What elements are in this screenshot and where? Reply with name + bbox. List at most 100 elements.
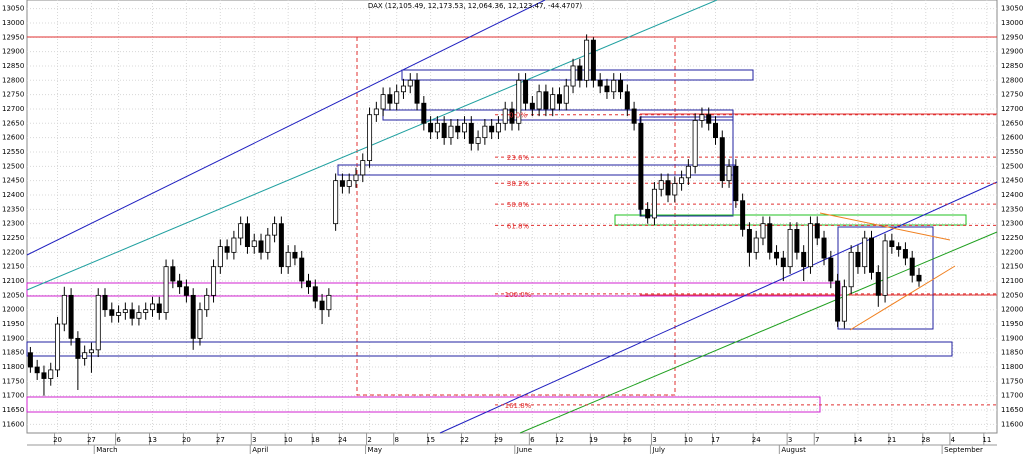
y-tick-label: 12100 — [1001, 277, 1023, 285]
trend-line — [519, 231, 998, 434]
candle-body — [61, 294, 67, 325]
y-tick-label: 12000 — [1001, 306, 1023, 314]
candle-body — [665, 180, 671, 196]
y-tick-label: 11850 — [2, 349, 24, 357]
candle-body — [27, 352, 33, 368]
x-tick-label: 12 — [555, 436, 564, 444]
candle-body — [306, 280, 312, 288]
y-tick-label: 12950 — [1001, 33, 1023, 41]
y-tick-label: 12100 — [2, 277, 24, 285]
candle-body — [190, 294, 196, 339]
candle-body — [699, 114, 705, 121]
candle-body — [55, 323, 61, 371]
candle-body — [197, 309, 203, 339]
candle-body — [489, 125, 495, 133]
x-tick-label: 18 — [311, 436, 320, 444]
candle-body — [394, 91, 400, 104]
fib-label: 61.8% — [507, 222, 530, 230]
y-tick-label: 12550 — [2, 148, 24, 156]
y-tick-label: 12150 — [1001, 263, 1023, 271]
candle-body — [807, 223, 813, 268]
candle-body — [102, 294, 108, 311]
candle-body — [380, 94, 386, 110]
y-tick-label: 11900 — [2, 334, 24, 342]
y-tick-label: 12200 — [2, 248, 24, 256]
candle-body — [733, 165, 739, 202]
x-tick-label: 15 — [426, 436, 435, 444]
candle-body — [821, 237, 827, 259]
candle-body — [278, 223, 284, 268]
zone — [26, 341, 953, 357]
candle-body — [333, 180, 339, 225]
candle-body — [502, 108, 508, 124]
fib-label: 100.0% — [505, 291, 532, 299]
candle-body — [163, 266, 169, 313]
candle-body — [143, 309, 149, 313]
candle-body — [95, 294, 101, 351]
y-tick-label: 11950 — [2, 320, 24, 328]
y-tick-label: 13000 — [2, 19, 24, 27]
candle-body — [882, 240, 888, 296]
candle-body — [319, 300, 325, 311]
candle-body — [434, 122, 440, 133]
candle-body — [156, 303, 162, 313]
candle-body — [916, 274, 922, 282]
month-label: May — [368, 446, 382, 454]
candle-body — [177, 280, 183, 288]
candle-body — [170, 266, 176, 282]
trend-line — [819, 212, 951, 241]
candle-body — [516, 79, 522, 124]
candle-body — [292, 251, 298, 259]
candle-body — [265, 234, 271, 253]
y-tick-label: 13000 — [1001, 19, 1023, 27]
y-tick-label: 12700 — [1001, 105, 1023, 113]
candle-body — [550, 94, 556, 110]
candle-body — [373, 108, 379, 116]
x-tick-label: 6 — [116, 436, 121, 444]
x-tick-label: 24 — [338, 436, 347, 444]
candle-body — [149, 303, 155, 311]
candle-body — [244, 223, 250, 248]
y-tick-label: 11750 — [2, 377, 24, 385]
y-tick-label: 12350 — [2, 205, 24, 213]
candle-body — [753, 237, 759, 253]
y-tick-label: 12650 — [2, 119, 24, 127]
x-tick-label: 20 — [182, 436, 191, 444]
candle-body — [869, 237, 875, 273]
fib-label: 23.6% — [507, 154, 530, 162]
candle-body — [414, 79, 420, 104]
candle-body — [183, 286, 189, 296]
candle-body — [204, 294, 210, 311]
candle-body — [421, 102, 427, 124]
y-tick-label: 11600 — [2, 420, 24, 428]
month-label: July — [651, 446, 665, 454]
x-tick-label: 24 — [752, 436, 761, 444]
candle-body — [258, 240, 264, 253]
candle-body — [685, 165, 691, 179]
candle-body — [604, 85, 610, 93]
candle-body — [285, 251, 291, 268]
candle-body — [631, 108, 637, 124]
candle-body — [41, 372, 47, 379]
x-tick-label: 10 — [284, 436, 293, 444]
fib-label: 161.8% — [505, 402, 532, 410]
y-tick-label: 11700 — [2, 392, 24, 400]
candles — [27, 34, 922, 396]
x-tick-label: 3 — [252, 436, 256, 444]
y-tick-label: 11700 — [1001, 392, 1023, 400]
candle-body — [590, 39, 596, 81]
fib-label: 0.0% — [509, 112, 527, 120]
y-tick-label: 12500 — [1001, 162, 1023, 170]
candle-body — [34, 366, 40, 374]
candle-body — [529, 102, 535, 110]
x-tick-label: 21 — [887, 436, 896, 444]
y-tick-label: 12600 — [1001, 134, 1023, 142]
candle-body — [712, 122, 718, 139]
x-tick-label: 20 — [53, 436, 62, 444]
candle-body — [231, 237, 237, 253]
candle-body — [122, 309, 128, 313]
y-tick-label: 12850 — [1001, 62, 1023, 70]
candle-body — [251, 240, 257, 248]
candle-body — [909, 257, 915, 276]
y-tick-label: 11800 — [2, 363, 24, 371]
